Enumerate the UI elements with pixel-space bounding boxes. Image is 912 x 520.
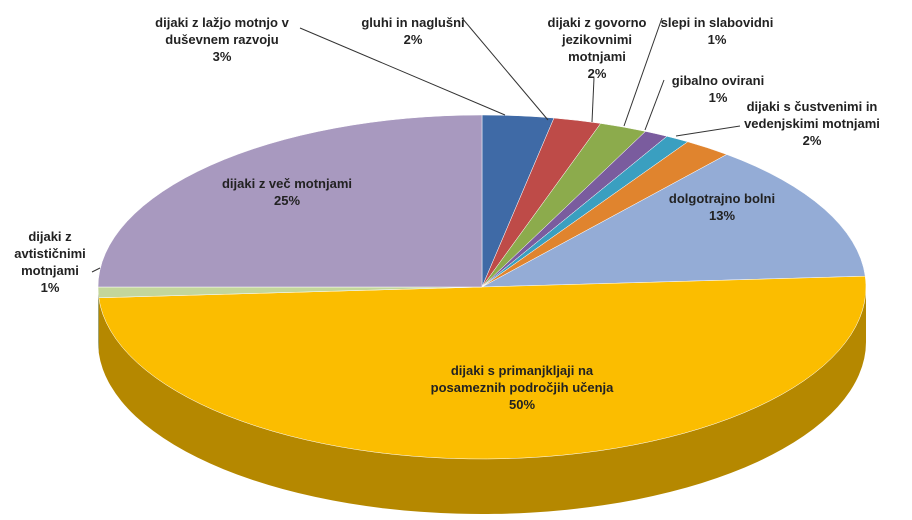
value-label: 3% (212, 49, 232, 64)
category-label: gluhi in naglušni (361, 15, 465, 30)
category-label: dijaki z lažjo motnjo v duševnem razvoju (155, 15, 289, 47)
slice-label: slepi in slabovidni 1% (652, 14, 782, 48)
leader-line (461, 17, 549, 121)
slice-label: dijaki z več motnjami 25% (197, 175, 377, 209)
category-label: dijaki s čustvenimi in vedenjskimi motnj… (744, 99, 880, 131)
leader-line (675, 125, 741, 137)
leader-line (91, 267, 101, 273)
slice-label: gibalno ovirani 1% (658, 72, 778, 106)
value-label: 2% (802, 133, 822, 148)
value-label: 2% (587, 66, 607, 81)
slice (481, 154, 866, 288)
leader-line (644, 79, 665, 131)
leader-line (623, 17, 663, 127)
slice-label: dolgotrajno bolni 13% (647, 190, 797, 224)
leader-line (299, 27, 506, 116)
slice-side (98, 287, 99, 353)
slice-label: dijaki z lažjo motnjo v duševnem razvoju… (135, 14, 310, 65)
category-label: gibalno ovirani (671, 73, 765, 88)
slice (98, 275, 867, 460)
slice-label: dijaki z avtističnimi motnjami 1% (0, 228, 100, 296)
value-label: 25% (273, 193, 301, 208)
slice-side (98, 287, 866, 515)
value-label: 1% (40, 280, 60, 295)
category-label: dijaki z avtističnimi motnjami (14, 229, 86, 278)
category-label: dolgotrajno bolni (668, 191, 776, 206)
slice-label: dijaki s čustvenimi in vedenjskimi motnj… (725, 98, 900, 149)
value-label: 50% (508, 397, 536, 412)
category-label: dijaki z več motnjami (221, 176, 353, 191)
value-label: 2% (403, 32, 423, 47)
slice-label: gluhi in naglušni 2% (358, 14, 468, 48)
slice-label: dijaki z govorno jezikovnimi motnjami 2% (542, 14, 652, 82)
slice (97, 114, 483, 288)
category-label: dijaki s primanjkljaji na posameznih pod… (430, 363, 614, 395)
category-label: slepi in slabovidni (660, 15, 774, 30)
value-label: 1% (707, 32, 727, 47)
value-label: 13% (708, 208, 736, 223)
leader-line (591, 77, 595, 123)
slice-label: dijaki s primanjkljaji na posameznih pod… (422, 362, 622, 413)
value-label: 1% (708, 90, 728, 105)
category-label: dijaki z govorno jezikovnimi motnjami (547, 15, 647, 64)
